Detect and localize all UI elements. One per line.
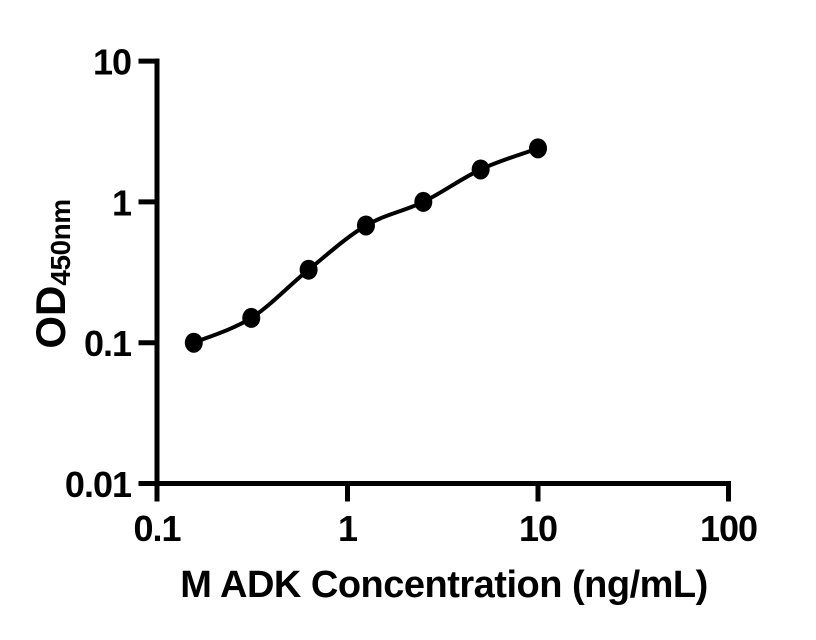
y-tick-label: 0.1 (84, 323, 132, 364)
data-point-marker (529, 138, 547, 159)
x-tick-label: 10 (519, 508, 557, 549)
data-point-marker (471, 159, 490, 180)
x-tick-label: 1 (338, 508, 358, 549)
y-tick-label: 1 (112, 182, 132, 223)
x-axis-title: M ADK Concentration (ng/mL) (180, 564, 708, 606)
data-point-marker (242, 307, 261, 328)
y-axis-title: OD450nm (27, 199, 77, 348)
data-point-marker (356, 215, 375, 236)
y-axis-title-main: OD (26, 285, 74, 349)
data-point-marker (299, 259, 318, 280)
x-tick-label: 0.1 (133, 508, 181, 549)
y-tick-label: 10 (93, 42, 131, 83)
y-tick-label: 0.01 (65, 464, 132, 505)
data-point-marker (184, 332, 203, 353)
y-axis-title-subscript: 450nm (45, 199, 77, 286)
x-tick-label: 100 (700, 508, 757, 549)
data-point-marker (414, 191, 433, 212)
